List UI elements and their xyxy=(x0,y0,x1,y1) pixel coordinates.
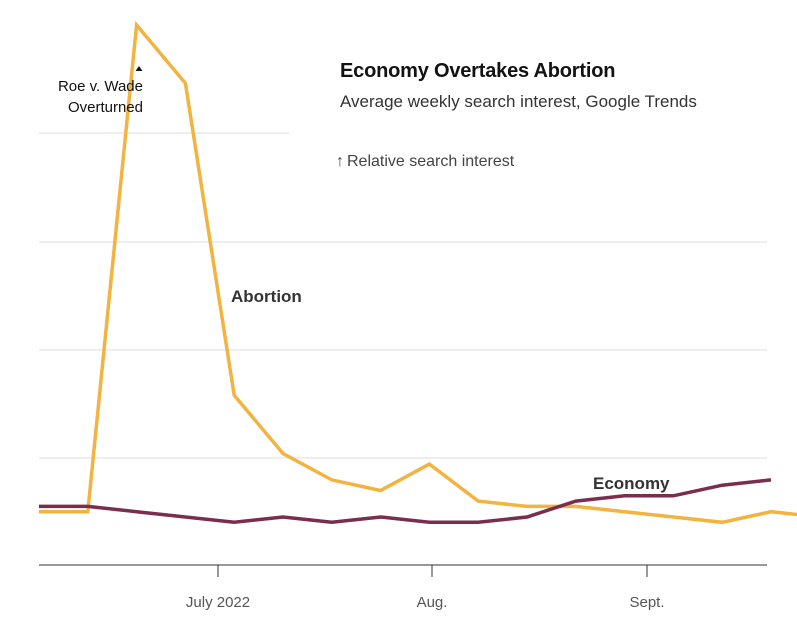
chart-subtitle: Average weekly search interest, Google T… xyxy=(340,92,697,111)
series-label-abortion: Abortion xyxy=(231,287,302,306)
series-label-economy: Economy xyxy=(593,474,670,493)
chart-title: Economy Overtakes Abortion xyxy=(340,60,616,82)
annotation-roe-v-wade: Roe v. Wade Overturned xyxy=(40,76,143,118)
series-line-economy xyxy=(39,478,772,525)
x-tick-label: Aug. xyxy=(417,594,448,611)
annotation-marker-icon xyxy=(135,66,143,71)
y-axis-label-text: Relative search interest xyxy=(347,153,515,170)
y-axis-label: ↑ Relative search interest xyxy=(336,153,514,171)
x-tick-label: Sept. xyxy=(629,594,664,611)
annotation-line-1: Roe v. Wade xyxy=(57,78,143,95)
arrow-up-icon: ↑ xyxy=(336,153,344,170)
series-line-abortion xyxy=(39,20,797,525)
x-tick-label: July 2022 xyxy=(186,594,250,611)
annotation-line-2: Overturned xyxy=(67,99,143,116)
